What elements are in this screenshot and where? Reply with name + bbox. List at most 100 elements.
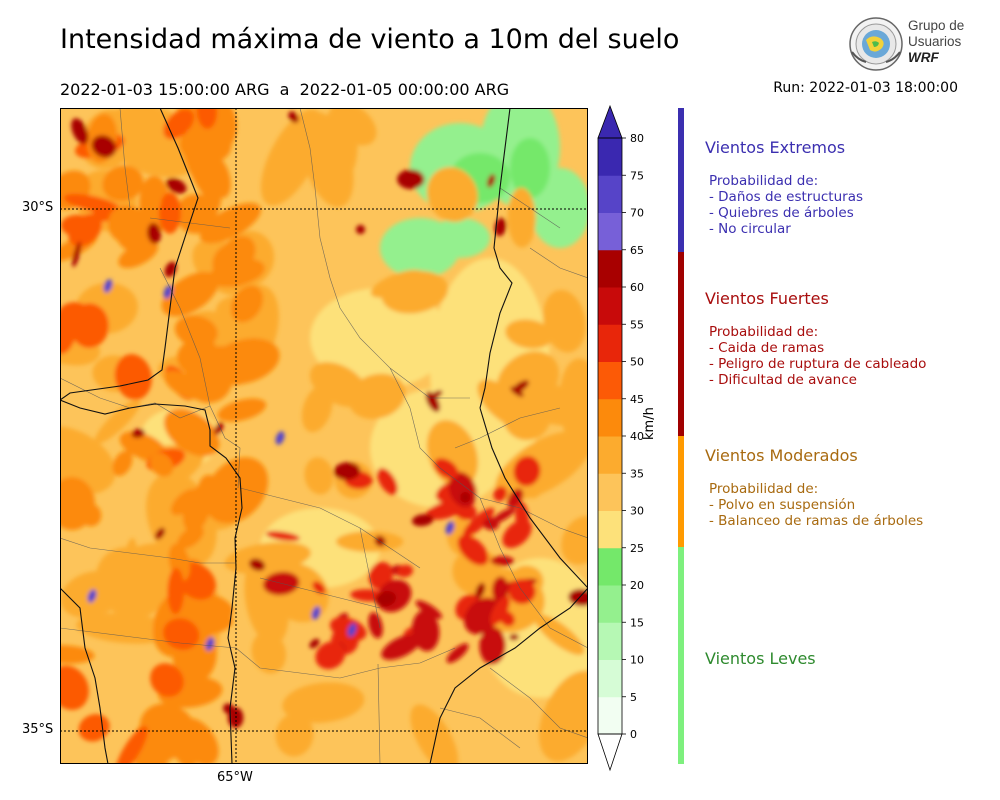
colorbar-segment	[598, 324, 622, 362]
colorbar-tick-label: 15	[630, 616, 644, 629]
wind-contour	[214, 422, 224, 435]
wind-category-line: - Quiebres de árboles	[709, 205, 854, 221]
colorbar-segment	[598, 212, 622, 251]
wind-contour	[251, 631, 287, 674]
colorbar-tick-label: 25	[630, 542, 644, 555]
colorbar-tick-label: 40	[630, 430, 644, 443]
colorbar-segment	[598, 547, 622, 586]
wind-contour	[60, 665, 89, 710]
wind-contour	[103, 279, 113, 293]
wind-contour	[491, 507, 516, 524]
logo-line-3: WRF	[908, 50, 939, 65]
wind-contour	[275, 713, 314, 757]
wind-contour	[68, 213, 102, 247]
wind-contour	[94, 399, 141, 444]
province-border-east	[479, 108, 588, 589]
wind-category: Vientos Extremos Probabilidad de: - Daños …	[705, 138, 995, 237]
wind-contour	[446, 643, 469, 663]
wind-contour	[72, 241, 81, 268]
wind-contour	[150, 663, 184, 697]
colorbar-tick-label: 20	[630, 579, 644, 592]
wind-contour	[462, 507, 495, 538]
colorbar-segment	[598, 510, 622, 549]
wind-category-title: Vientos Moderados	[705, 446, 858, 465]
wind-contour	[501, 380, 588, 426]
wind-category-line: - Peligro de ruptura de cableado	[709, 356, 927, 372]
wind-contour	[177, 525, 204, 549]
border-west-lower	[60, 587, 109, 764]
category-bar	[678, 436, 684, 547]
wind-contour	[249, 558, 266, 571]
wind-contour	[161, 271, 219, 317]
wind-contour	[430, 390, 443, 399]
colorbar-tick-label: 70	[630, 207, 644, 220]
colorbar-tick-label: 5	[630, 691, 637, 704]
colorbar-segment	[598, 622, 622, 660]
wind-contour	[347, 623, 357, 637]
wind-contour	[70, 303, 109, 348]
colorbar-tick-label: 10	[630, 654, 644, 667]
wind-contour	[217, 398, 267, 422]
wind-contour	[174, 315, 218, 347]
wind-contour	[507, 187, 536, 248]
wind-contour	[482, 517, 500, 531]
wind-contour	[170, 488, 199, 516]
wind-contour	[487, 174, 496, 188]
wind-contour	[510, 386, 524, 397]
wrf-logo: Grupo de Usuarios WRF	[848, 16, 978, 76]
wind-contour	[60, 645, 95, 664]
wind-contour	[115, 726, 148, 764]
colorbar-tick-label: 45	[630, 393, 644, 406]
wind-contour	[131, 428, 145, 439]
wind-contour	[288, 111, 299, 123]
colorbar-tick-label: 55	[630, 318, 644, 331]
wind-category: Vientos Fuertes Probabilidad de: - Caida d…	[705, 289, 995, 388]
province-border-south	[429, 587, 588, 764]
wind-contour	[260, 109, 324, 206]
wind-category-description: Probabilidad de: - Daños de estructuras - …	[705, 173, 995, 237]
wind-contour	[494, 217, 507, 237]
country-border-west	[60, 108, 199, 401]
logo-line-2: Usuarios	[908, 34, 962, 49]
colorbar-extend-max	[597, 104, 623, 139]
wind-contour	[147, 222, 161, 244]
wind-contour	[204, 457, 269, 524]
wind-contour	[158, 192, 181, 234]
wind-contour	[425, 391, 440, 413]
wind-contour	[397, 169, 425, 190]
wind-contour	[312, 581, 326, 594]
wind-contour	[434, 458, 459, 480]
model-run-time: Run: 2022-01-03 18:00:00	[773, 80, 958, 96]
colorbar-segment	[598, 361, 622, 400]
wind-contour	[502, 519, 532, 548]
wind-category: Vientos Moderados Probabilidad de: - Polvo…	[705, 446, 995, 529]
colorbar-segment	[598, 138, 622, 176]
wind-contour	[79, 503, 102, 527]
wind-contour	[166, 178, 187, 194]
wind-contour	[377, 468, 398, 495]
wind-contour	[375, 591, 396, 607]
wind-field-plot	[60, 108, 588, 764]
wind-contour	[304, 457, 334, 495]
wind-contour	[282, 682, 365, 723]
wind-contour	[508, 578, 536, 605]
wind-contour	[368, 612, 383, 639]
wind-contour	[163, 408, 220, 457]
wind-category-line: Probabilidad de:	[709, 324, 819, 340]
wind-contour	[275, 431, 285, 445]
colorbar-segment	[598, 175, 622, 213]
wind-contour	[355, 224, 366, 235]
wind-contour	[301, 385, 333, 433]
forecast-period: 2022-01-03 15:00:00 ARG a 2022-01-05 00:…	[60, 80, 510, 99]
wind-contour	[315, 641, 346, 670]
wind-contour	[381, 634, 422, 660]
wind-contour	[505, 319, 553, 349]
wind-contour	[561, 515, 588, 565]
wind-contour	[91, 135, 117, 158]
wind-contour	[333, 110, 358, 175]
wind-category-description: Probabilidad de: - Caida de ramas - Peligr…	[705, 324, 995, 388]
colorbar: 0 5 10 15 20 25 30 35 40 45 50 55 60 65 70 75 80	[597, 104, 644, 772]
colorbar-segment	[598, 287, 622, 325]
wind-category-line: - Polvo en suspensión	[709, 497, 856, 513]
wind-contour	[491, 576, 509, 603]
